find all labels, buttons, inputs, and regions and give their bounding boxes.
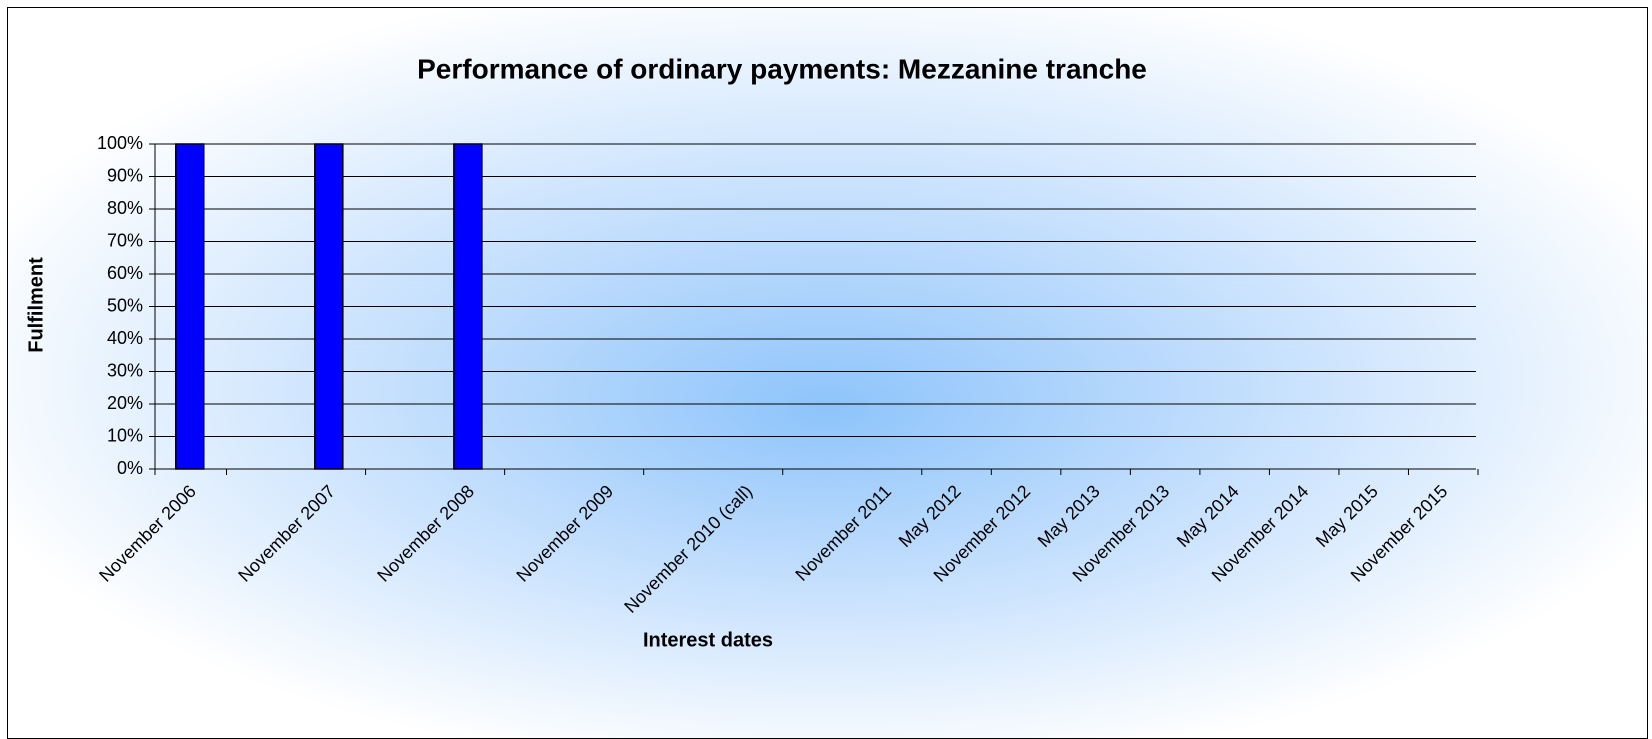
y-tick-label: 50% <box>107 295 143 315</box>
y-tick-label: 0% <box>117 458 143 478</box>
y-tick-label: 40% <box>107 328 143 348</box>
x-axis-title: Interest dates <box>643 629 773 651</box>
y-tick-label: 20% <box>107 393 143 413</box>
y-tick-label: 30% <box>107 360 143 380</box>
y-tick-label: 100% <box>97 133 143 153</box>
y-axis-title: Fulfilment <box>25 257 47 353</box>
chart-title: Performance of ordinary payments: Mezzan… <box>417 53 1147 84</box>
y-tick-label: 60% <box>107 263 143 283</box>
y-tick-label: 80% <box>107 198 143 218</box>
y-tick-label: 70% <box>107 230 143 250</box>
y-tick-label: 10% <box>107 425 143 445</box>
bar <box>314 143 344 470</box>
bar <box>453 143 483 470</box>
chart-frame <box>7 7 1648 739</box>
bar <box>175 143 205 470</box>
y-tick-label: 90% <box>107 165 143 185</box>
